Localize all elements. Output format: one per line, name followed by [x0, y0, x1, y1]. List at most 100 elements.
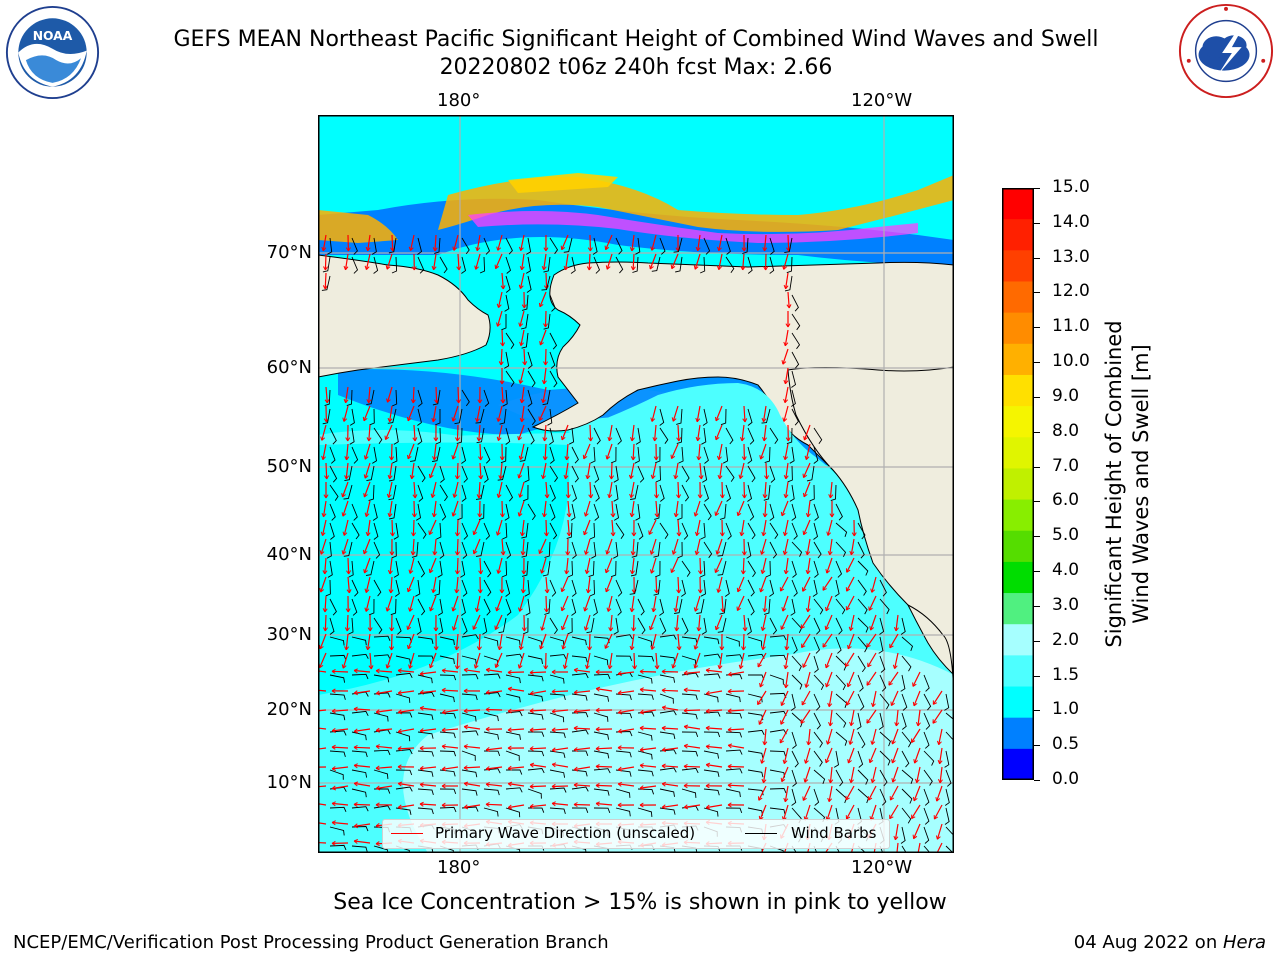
wave-direction-arrow [781, 500, 789, 517]
wind-barb [747, 256, 753, 274]
wave-arrow-head [331, 708, 336, 714]
wind-barb [655, 446, 661, 464]
wind-barb [769, 579, 775, 597]
wind-barb [637, 522, 644, 540]
wave-arrow-head [683, 804, 689, 810]
wave-arrow-head [653, 494, 660, 499]
wave-direction-arrow [520, 329, 525, 346]
wave-arrow-head [914, 778, 920, 784]
colorbar-label-line1: Significant Height of Combined [1102, 320, 1126, 648]
wave-arrow-head [827, 797, 833, 803]
wave-direction-arrow [324, 272, 327, 290]
wind-barb [549, 427, 554, 445]
wave-direction-arrow [728, 671, 745, 676]
wave-arrow-head [693, 607, 699, 612]
wave-arrow-head [474, 265, 479, 270]
colorbar-tick-label: 3.0 [1052, 594, 1080, 615]
wave-arrow-head [783, 284, 789, 290]
wave-arrow-head [375, 765, 380, 771]
wave-arrow-head [694, 550, 700, 555]
sea-ice-caption: Sea Ice Concentration > 15% is shown in … [333, 890, 947, 915]
wave-arrow-head [331, 744, 336, 750]
wave-arrow-head [632, 665, 638, 670]
wave-arrow-head [783, 569, 789, 575]
wind-barb [900, 826, 906, 844]
wind-barb [725, 484, 732, 502]
wind-barb [329, 769, 344, 780]
wave-arrow-head [362, 416, 368, 422]
wind-barb [813, 731, 823, 748]
wave-direction-arrow [911, 804, 921, 819]
wind-barb [520, 313, 529, 330]
wave-direction-arrow [420, 671, 437, 675]
wave-arrow-head [561, 645, 567, 650]
wave-direction-arrow [727, 690, 745, 693]
wind-barb [432, 389, 441, 406]
wind-barb [613, 503, 619, 521]
wave-direction-arrow [780, 709, 789, 725]
wind-barb [329, 636, 345, 646]
wind-barb [613, 617, 619, 635]
wind-barb [681, 655, 697, 666]
wave-arrow-head [551, 727, 556, 733]
wave-arrow-head [742, 627, 748, 632]
wave-arrow-head [319, 550, 325, 555]
wave-direction-arrow [431, 481, 437, 498]
wave-arrow-head [741, 646, 747, 651]
wave-direction-arrow [706, 764, 723, 768]
wave-arrow-head [741, 494, 747, 499]
wind-barb [475, 541, 485, 557]
wave-arrow-head [683, 783, 688, 789]
wave-direction-arrow [342, 538, 349, 555]
wind-barb [681, 767, 699, 774]
colorbar-block [1002, 717, 1034, 750]
wind-barb [460, 560, 466, 578]
wave-arrow-head [522, 361, 528, 366]
wind-barb [879, 693, 890, 710]
wave-arrow-head [629, 607, 635, 613]
wave-direction-arrow [632, 614, 635, 632]
wave-arrow-head [544, 494, 550, 499]
wind-barb [389, 465, 397, 482]
wave-arrow-head [705, 744, 710, 750]
wave-arrow-head [507, 686, 513, 692]
wave-direction-arrow [698, 443, 701, 460]
wind-barb [791, 655, 802, 672]
wave-direction-arrow [452, 405, 459, 422]
wave-direction-arrow [365, 253, 371, 270]
wave-direction-arrow [464, 669, 481, 673]
wave-direction-arrow [342, 652, 349, 669]
wave-arrow-head [397, 764, 402, 770]
wave-arrow-head [845, 587, 851, 592]
wave-arrow-head [801, 643, 806, 649]
wave-direction-arrow [765, 462, 768, 480]
wind-barb [637, 636, 653, 647]
lat-label-30n: 30°N [266, 624, 312, 645]
wave-arrow-head [585, 474, 591, 480]
wave-direction-arrow [413, 500, 416, 518]
wave-direction-arrow [390, 633, 393, 651]
wave-arrow-head [452, 493, 458, 498]
wave-arrow-head [560, 587, 566, 593]
wave-direction-arrow [675, 500, 679, 517]
wave-direction-arrow [543, 367, 547, 384]
wave-arrow-head [573, 766, 579, 772]
wind-barb [351, 503, 358, 521]
wave-arrow-head [661, 669, 666, 675]
wave-arrow-head [441, 687, 446, 693]
wave-direction-arrow [519, 595, 525, 612]
wave-arrow-head [629, 493, 635, 499]
wave-arrow-head [485, 726, 490, 732]
wind-barb [653, 579, 661, 596]
wind-barb [654, 503, 661, 520]
wind-barb [615, 256, 624, 274]
wind-barb [720, 408, 727, 426]
wind-barb [700, 522, 706, 540]
wind-barb [703, 503, 712, 521]
wave-direction-arrow [456, 538, 459, 556]
colorbar-tick-mark [1034, 640, 1040, 642]
wave-arrow-head [585, 589, 591, 594]
wind-barb [791, 845, 798, 853]
wind-barb [395, 693, 411, 703]
wave-direction-arrow [652, 595, 657, 612]
